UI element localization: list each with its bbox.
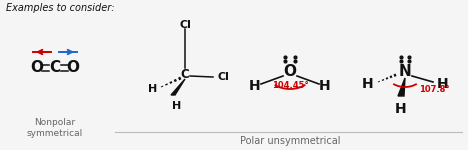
Text: H: H — [361, 77, 373, 91]
Text: H: H — [148, 84, 157, 94]
Text: H: H — [249, 79, 261, 93]
Text: H: H — [319, 79, 331, 93]
Text: O: O — [30, 60, 44, 75]
Polygon shape — [171, 79, 185, 95]
Text: C: C — [50, 60, 60, 75]
Text: O: O — [66, 60, 80, 75]
Polygon shape — [398, 78, 405, 96]
Text: H: H — [172, 101, 182, 111]
Text: Polar unsymmetrical: Polar unsymmetrical — [240, 136, 340, 146]
Text: Nonpolar
symmetrical: Nonpolar symmetrical — [27, 118, 83, 138]
Text: 107.8°: 107.8° — [419, 85, 450, 94]
Text: N: N — [399, 64, 411, 80]
Text: H: H — [437, 77, 449, 91]
Text: O: O — [284, 64, 297, 80]
Text: Examples to consider:: Examples to consider: — [6, 3, 115, 13]
Text: 104.45°: 104.45° — [271, 81, 308, 90]
Text: H: H — [395, 102, 407, 116]
Text: C: C — [181, 69, 190, 81]
Text: Cl: Cl — [217, 72, 229, 82]
Text: Cl: Cl — [179, 20, 191, 30]
